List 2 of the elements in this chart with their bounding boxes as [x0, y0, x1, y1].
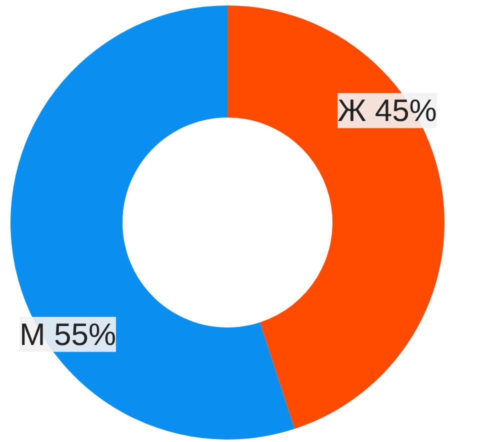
slice-label: Ж 45%: [338, 93, 437, 128]
slice-label: М 55%: [20, 316, 116, 352]
